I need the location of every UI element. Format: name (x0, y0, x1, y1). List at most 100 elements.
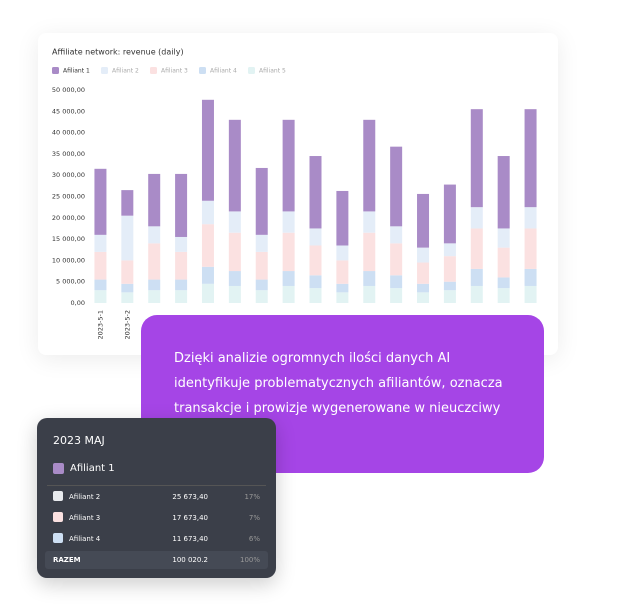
bar-segment (470, 109, 483, 208)
bar-segment (390, 288, 403, 303)
legend-label: Afiliant 3 (161, 68, 188, 75)
bar-segment (470, 207, 483, 229)
y-tick-label: 35 000,00 (52, 150, 85, 158)
y-tick-label: 40 000,00 (52, 129, 85, 137)
bar-segment (309, 245, 322, 276)
bar-segment (121, 292, 134, 303)
legend-swatch (199, 67, 206, 74)
bar-segment (228, 119, 241, 212)
bar-segment (175, 236, 188, 252)
total-value: 100 020.2 (172, 556, 208, 564)
chart-card: Affiliate network: revenue (daily) 0,00 5… (38, 33, 558, 355)
bar-segment (175, 173, 188, 237)
bar-segment (309, 228, 322, 246)
bar-segment (497, 156, 510, 229)
bar-segment (94, 279, 107, 291)
bar-segment (201, 200, 214, 225)
bar-segment (94, 168, 107, 235)
bar-segment (228, 211, 241, 233)
row-value: 25 673,40 (172, 493, 208, 501)
bar-segment (417, 262, 430, 284)
bar-segment (121, 283, 134, 293)
bar-segment (201, 266, 214, 284)
bar-segment (175, 251, 188, 280)
bar-segment (255, 279, 268, 291)
bar-segment (524, 285, 537, 303)
card-title: 2023 MAJ (53, 434, 105, 447)
y-tick-label: 15 000,00 (52, 235, 85, 243)
bar-segment (148, 290, 161, 303)
bar-segment (201, 224, 214, 267)
row-value: 11 673,40 (172, 535, 208, 543)
legend-swatch (248, 67, 255, 74)
row-swatch (53, 512, 63, 522)
row-label: Afiliant 3 (69, 514, 101, 522)
bar-segment (417, 283, 430, 293)
bar-segment (148, 243, 161, 280)
bar-segment (201, 283, 214, 303)
legend-label: Afiliant 1 (63, 68, 90, 75)
row-swatch (53, 533, 63, 543)
bar-segment (390, 226, 403, 244)
bar-segment (336, 245, 349, 261)
row-value: 17 673,40 (172, 514, 208, 522)
bar-segment (497, 247, 510, 278)
bar-segment (336, 260, 349, 284)
y-tick-label: 10 000,00 (52, 256, 85, 264)
bar-segment (175, 279, 188, 291)
bar-segment (121, 190, 134, 216)
y-tick-label: 30 000,00 (52, 171, 85, 179)
bar-segment (94, 251, 107, 280)
bar-segment (282, 271, 295, 286)
y-tick-label: 45 000,00 (52, 107, 85, 115)
callout-text: Dzięki analizie ogromnych ilości danych … (174, 351, 503, 441)
bar-segment (443, 281, 456, 291)
bar-segment (524, 207, 537, 229)
row-pct: 7% (248, 514, 260, 522)
bar-segment (282, 285, 295, 303)
total-row: RAZEM 100 020.2 100% (45, 551, 268, 569)
bar-segment (121, 215, 134, 261)
legend-swatch (101, 67, 108, 74)
bar-segment (417, 292, 430, 303)
bar-segment (255, 290, 268, 303)
row-label: Afiliant 2 (69, 493, 101, 501)
y-tick-label: 5 000,00 (56, 278, 85, 286)
selected-label: Afiliant 1 (70, 463, 115, 474)
bar-segment (309, 275, 322, 289)
bar-segment (443, 243, 456, 257)
bar-segment (470, 285, 483, 303)
bar-segment (121, 260, 134, 284)
legend-swatch (150, 67, 157, 74)
bar-segment (148, 279, 161, 291)
bar-segment (255, 167, 268, 235)
x-tick-label: 2023-5-2 (123, 310, 131, 340)
bar-segment (524, 268, 537, 286)
bar-segment (497, 228, 510, 248)
chart: Affiliate network: revenue (daily) 0,00 5… (52, 48, 537, 340)
bar-segment (282, 232, 295, 272)
bar-segment (255, 251, 268, 280)
y-tick-label: 20 000,00 (52, 214, 85, 222)
row-pct: 6% (248, 535, 260, 543)
bar-segment (363, 119, 376, 212)
bar-segment (443, 290, 456, 303)
bar-segment (443, 256, 456, 282)
row-label: Afiliant 4 (69, 535, 101, 543)
bar-segment (390, 243, 403, 276)
legend-label: Afiliant 5 (259, 68, 286, 75)
x-tick-label: 2023-5-1 (96, 310, 104, 340)
bar-segment (309, 288, 322, 303)
bar-segment (148, 173, 161, 227)
bar-segment (148, 226, 161, 244)
row-swatch (53, 491, 63, 501)
bar-segment (228, 232, 241, 272)
bar-segment (470, 228, 483, 269)
bar-segment (390, 146, 403, 227)
bar-segment (363, 271, 376, 286)
bar-segment (363, 211, 376, 233)
y-tick-label: 50 000,00 (52, 86, 85, 94)
bar-segment (497, 277, 510, 289)
bar-segment (336, 283, 349, 293)
